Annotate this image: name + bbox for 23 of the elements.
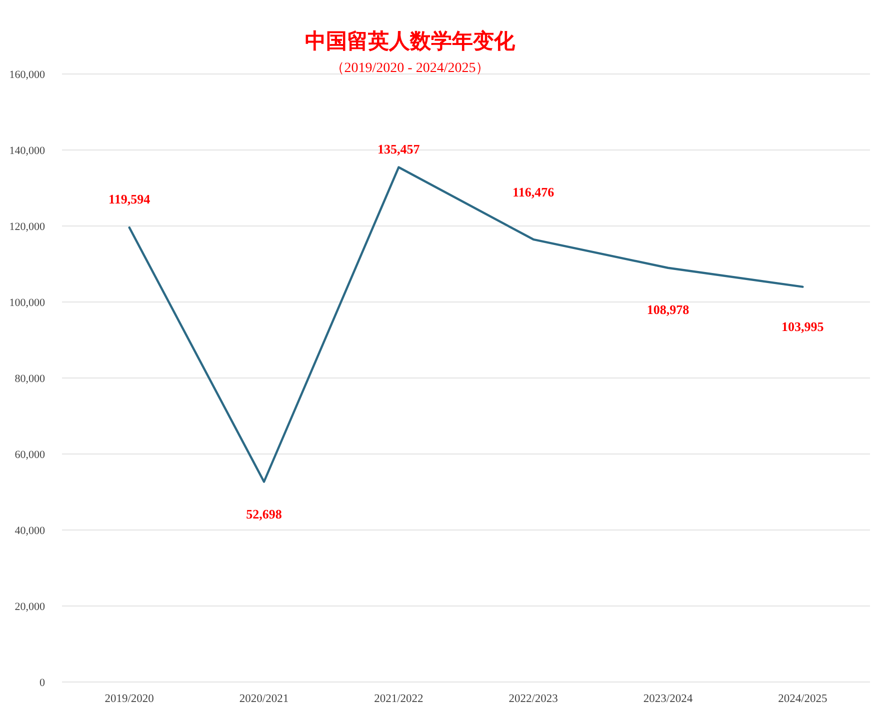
data-label: 52,698 <box>246 506 282 522</box>
y-tick-label: 20,000 <box>14 601 46 613</box>
y-tick-label: 60,000 <box>14 449 46 461</box>
y-tick-label: 120,000 <box>9 221 46 233</box>
chart-subtitle: （2019/2020 - 2024/2025） <box>330 61 490 76</box>
data-label: 116,476 <box>512 184 555 200</box>
y-tick-label: 100,000 <box>9 297 46 309</box>
data-label: 135,457 <box>378 141 420 156</box>
x-tick-label: 2024/2025 <box>778 693 828 705</box>
y-tick-label: 0 <box>40 677 46 689</box>
y-tick-label: 160,000 <box>9 69 46 81</box>
y-tick-label: 80,000 <box>14 373 46 385</box>
x-tick-label: 2019/2020 <box>104 693 154 705</box>
data-label: 103,995 <box>782 318 824 334</box>
x-tick-label: 2023/2024 <box>643 693 693 705</box>
data-label: 108,978 <box>646 302 690 317</box>
x-tick-label: 2021/2022 <box>374 693 424 705</box>
x-tick-label: 2020/2021 <box>239 693 289 705</box>
y-tick-label: 40,000 <box>14 525 46 537</box>
chart-title: 中国留英人数学年变化 <box>305 29 516 53</box>
y-tick-label: 140,000 <box>9 145 46 157</box>
data-label: 119,594 <box>108 192 151 207</box>
x-tick-label: 2022/2023 <box>508 693 558 705</box>
